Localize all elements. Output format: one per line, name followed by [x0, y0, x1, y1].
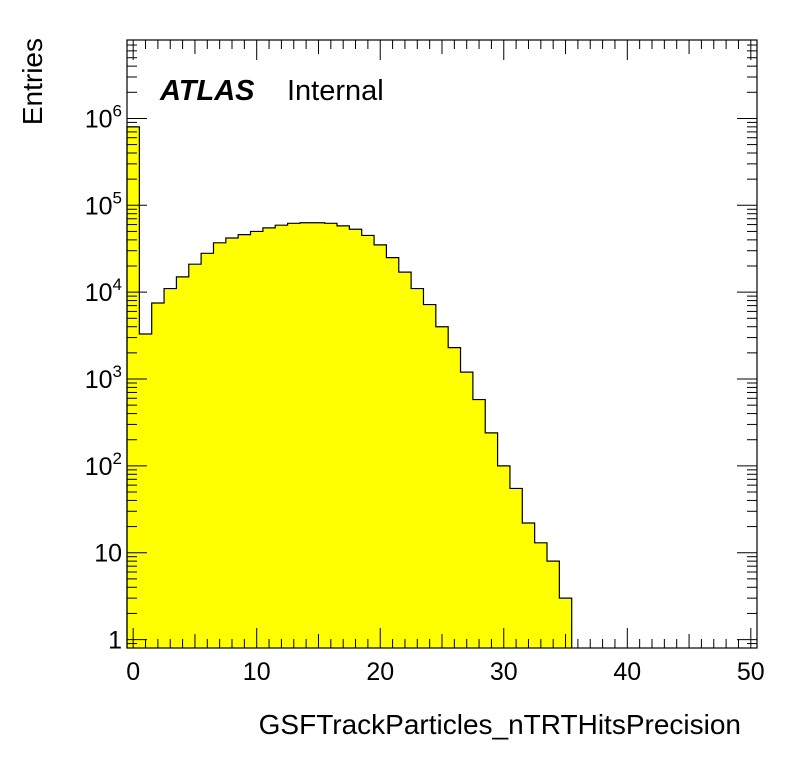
histogram-bin [324, 223, 338, 648]
x-tick-label: 10 [243, 658, 271, 686]
histogram-bin [287, 223, 301, 648]
histogram-bin [411, 288, 424, 648]
y-tick-label: 104 [85, 275, 122, 307]
histogram-bin [262, 227, 276, 648]
y-tick-label: 10 [94, 540, 122, 568]
axis-ticks [127, 39, 757, 649]
x-tick-label: 20 [366, 658, 394, 686]
histogram-bin [312, 222, 326, 649]
x-tick-label: 30 [490, 658, 518, 686]
histogram-outline [126, 126, 573, 648]
histogram-bin [151, 303, 165, 648]
x-tick-label: 0 [126, 658, 140, 686]
y-tick-labels: 1 10 102 103 104 105 106 [85, 101, 122, 654]
histogram-bin [534, 542, 548, 648]
histogram-bin [497, 465, 511, 648]
histogram-bin [213, 242, 227, 648]
histogram-bin [238, 234, 251, 648]
histogram-bin [398, 272, 412, 648]
histogram-bin [374, 244, 387, 649]
histogram-bin [472, 399, 486, 648]
histogram-bin [337, 225, 350, 649]
histogram-bin [176, 276, 190, 648]
histogram-bin [225, 238, 239, 648]
x-axis-title: GSFTrackParticles_nTRTHitsPrecision [259, 709, 741, 740]
histogram-bin [386, 257, 400, 648]
histogram-bin [275, 225, 288, 648]
histogram-bin [460, 372, 474, 648]
histogram-bin [201, 253, 214, 648]
histogram-bin [361, 235, 375, 649]
histogram-bin [349, 229, 363, 648]
histogram-bin [509, 488, 523, 648]
x-tick-labels: 0 10 20 30 40 50 [126, 658, 765, 686]
histogram-bin [522, 522, 536, 648]
x-tick-label: 50 [737, 658, 765, 686]
histogram-bars [127, 126, 573, 649]
histogram-bin [188, 264, 202, 648]
histogram-bin [299, 222, 313, 649]
y-tick-label: 102 [85, 449, 122, 481]
y-axis-title: Entries [17, 38, 48, 125]
histogram-bin [559, 598, 573, 648]
x-tick-label: 40 [613, 658, 641, 686]
y-tick-label: 106 [85, 101, 122, 133]
y-tick-label: 103 [85, 362, 122, 394]
histogram-bin [448, 347, 461, 648]
status-label: Internal [287, 75, 384, 107]
atlas-label: ATLAS [159, 75, 255, 107]
histogram-bin [547, 561, 560, 648]
histogram-bin [139, 333, 153, 648]
histogram-bin [435, 326, 449, 648]
histogram-bin [164, 288, 177, 648]
y-tick-label: 1 [108, 627, 122, 655]
histogram-bin [250, 231, 264, 649]
histogram-bin [423, 304, 437, 648]
histogram-bin [485, 432, 498, 648]
y-tick-label: 105 [85, 188, 122, 220]
